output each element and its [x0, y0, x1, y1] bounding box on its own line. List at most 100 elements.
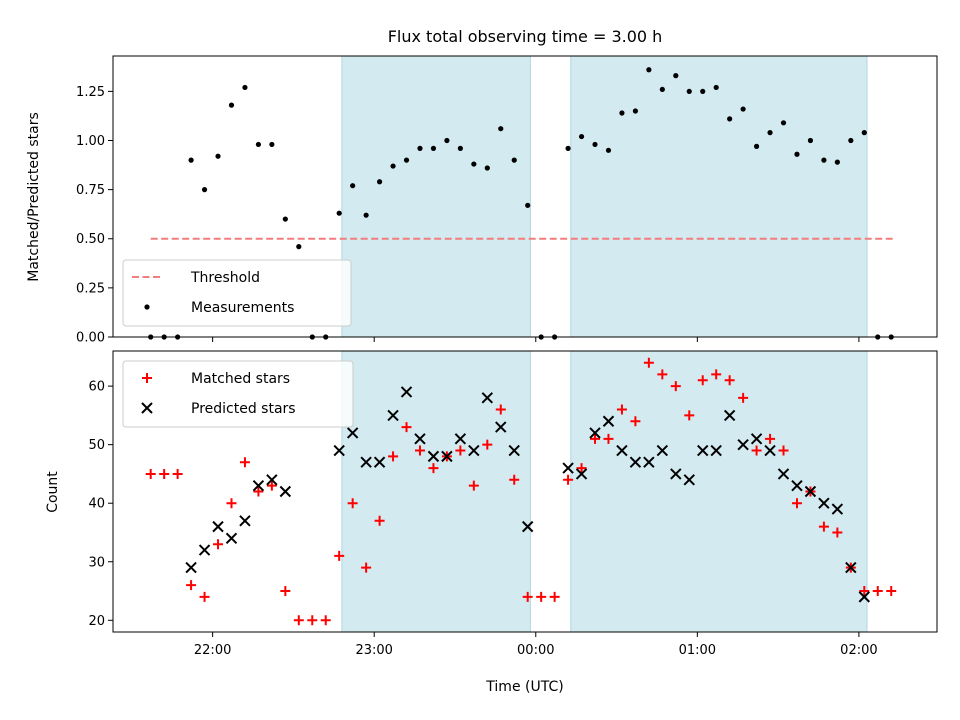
predicted-stars-point — [845, 561, 857, 574]
matched-stars-point — [186, 580, 197, 591]
predicted-stars-point — [804, 485, 817, 498]
measurements-point — [444, 137, 450, 144]
measurements-point — [242, 84, 248, 91]
matched-stars-point — [576, 463, 587, 474]
predicted-stars-point — [616, 444, 628, 457]
measurements-point — [861, 130, 867, 136]
legend-measurements-swatch — [144, 304, 150, 310]
predicted-stars-point — [185, 561, 197, 574]
predicted-stars-point — [212, 520, 224, 533]
predicted-stars-point — [858, 591, 871, 603]
bottom-shaded-interval — [570, 350, 868, 633]
matched-stars-point — [859, 586, 870, 597]
measurements-point — [740, 106, 746, 112]
matched-stars-point — [684, 410, 695, 421]
predicted-stars-point — [266, 474, 278, 486]
matched-stars-point — [778, 445, 789, 456]
measurements-point — [592, 141, 598, 148]
matched-stars-point — [266, 480, 277, 491]
matched-stars-point — [159, 468, 170, 479]
matched-stars-point — [522, 591, 533, 602]
matched-stars-point — [670, 381, 681, 392]
matched-stars-point — [711, 369, 722, 380]
predicted-stars-series — [185, 386, 871, 603]
bottom-shaded-interval — [341, 350, 531, 633]
matched-stars-point — [563, 474, 574, 485]
legend-matched-stars-label: Matched stars — [191, 371, 290, 387]
predicted-stars-point — [198, 544, 211, 556]
legend-predicted-stars-label: Predicted stars — [191, 401, 296, 417]
measurements-point — [336, 210, 342, 216]
legend-matched-stars-swatch — [142, 373, 152, 383]
matched-stars-point — [455, 445, 466, 456]
matched-stars-point — [388, 451, 399, 462]
matched-stars-point — [401, 422, 412, 433]
predicted-stars-point — [737, 438, 749, 451]
measurements-point — [525, 202, 531, 208]
matched-stars-point — [307, 615, 318, 626]
predicted-stars-point — [683, 474, 695, 486]
measurements-point — [215, 153, 221, 159]
predicted-stars-point — [454, 433, 467, 445]
measurements-point — [767, 130, 773, 136]
predicted-stars-point — [656, 444, 669, 457]
top-legend: Threshold Measurements — [122, 259, 352, 327]
x-tick-label: 23:00 — [355, 643, 392, 658]
measurements-point — [659, 86, 665, 93]
matched-stars-point — [603, 433, 614, 444]
bottom-panel: 20 30 40 50 60 22:00 23:00 00:00 01:00 02:00 Match… — [88, 350, 938, 658]
predicted-stars-point — [333, 444, 345, 457]
measurements-point — [834, 159, 840, 165]
chart-title: Flux total observing time = 3.00 h — [388, 27, 663, 46]
measurements-point — [457, 145, 463, 151]
legend-frame — [122, 259, 352, 327]
matched-stars-point — [630, 416, 641, 427]
measurements-point — [350, 183, 356, 189]
measurements-point — [605, 147, 612, 153]
predicted-stars-point — [225, 532, 238, 545]
measurements-point — [780, 120, 787, 126]
predicted-stars-point — [414, 433, 426, 445]
measurements-point — [753, 143, 760, 149]
matched-stars-point — [414, 445, 425, 456]
matched-stars-point — [320, 615, 331, 626]
measurements-point — [511, 157, 517, 163]
bottom-legend: Matched stars Predicted stars — [122, 360, 354, 428]
legend-measurements-label: Measurements — [191, 300, 294, 316]
legend-threshold-label: Threshold — [190, 270, 260, 286]
predicted-stars-point — [521, 520, 534, 533]
matched-stars-point — [886, 586, 897, 597]
predicted-stars-point — [373, 456, 386, 468]
measurements-point — [807, 137, 814, 144]
matched-stars-point — [334, 550, 345, 561]
measurements-point — [713, 84, 719, 91]
predicted-stars-point — [818, 497, 830, 509]
measurements-point — [376, 179, 383, 185]
matched-stars-point — [590, 433, 601, 444]
top-shaded-interval — [341, 55, 531, 338]
measurements-point — [484, 165, 490, 171]
measurements-point — [269, 141, 275, 148]
matched-stars-point — [293, 615, 304, 626]
predicted-stars-point — [468, 444, 480, 457]
matched-stars-point — [495, 404, 506, 415]
measurements-point — [188, 157, 194, 163]
top-shaded-interval — [570, 55, 868, 338]
predicted-stars-point — [602, 415, 615, 427]
matched-stars-point — [818, 521, 829, 532]
matched-stars-point — [145, 468, 156, 479]
top-y-tick-label: 1.00 — [76, 134, 105, 149]
matched-stars-point — [172, 468, 183, 479]
predicted-stars-point — [589, 427, 601, 439]
predicted-stars-point — [670, 468, 682, 480]
predicted-stars-point — [575, 468, 588, 480]
measurements-point — [727, 116, 733, 122]
measurements-point — [646, 67, 652, 73]
bottom-y-tick-label: 40 — [88, 497, 105, 512]
measurements-point — [282, 216, 288, 222]
bottom-y-tick-label: 20 — [88, 614, 105, 629]
predicted-stars-point — [441, 450, 453, 463]
measurements-series — [148, 67, 894, 340]
predicted-stars-point — [252, 479, 265, 492]
matched-stars-point — [482, 439, 493, 450]
